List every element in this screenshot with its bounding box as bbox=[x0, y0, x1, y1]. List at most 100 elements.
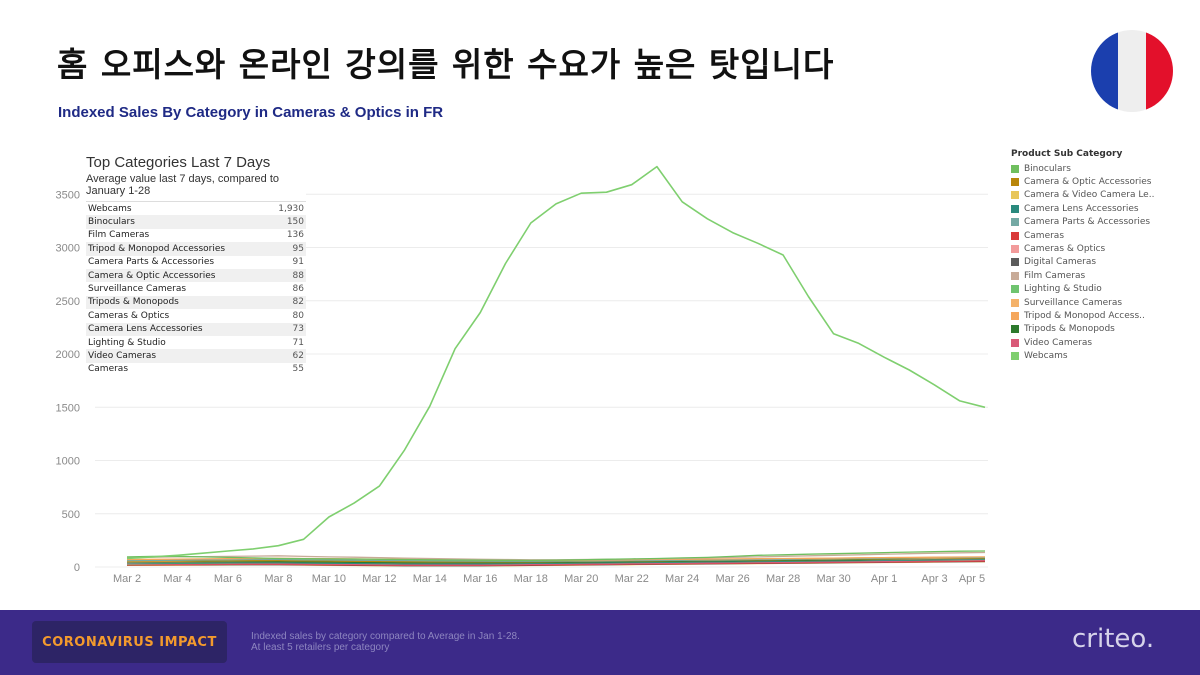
top-category-row: Camera Lens Accessories 73 bbox=[86, 322, 306, 336]
legend-swatch bbox=[1011, 231, 1019, 240]
legend-swatch bbox=[1011, 204, 1019, 213]
legend-label: Lighting & Studio bbox=[1024, 284, 1102, 295]
x-tick-label: Mar 8 bbox=[264, 573, 292, 585]
legend-item[interactable]: Camera & Video Camera Le.. bbox=[1011, 189, 1191, 202]
criteo-logo: criteo. bbox=[1072, 624, 1155, 654]
top-category-name: Binoculars bbox=[88, 217, 135, 228]
legend-label: Camera & Optic Accessories bbox=[1024, 177, 1152, 188]
top-category-name: Surveillance Cameras bbox=[88, 284, 187, 295]
top-category-name: Camera & Optic Accessories bbox=[88, 270, 216, 281]
legend-item[interactable]: Webcams bbox=[1011, 349, 1191, 362]
top-category-name: Video Cameras bbox=[88, 350, 157, 361]
legend-swatch bbox=[1011, 271, 1019, 280]
top-category-name: Camera Parts & Accessories bbox=[88, 257, 215, 268]
x-tick-label: Apr 3 bbox=[921, 573, 947, 585]
legend-label: Film Cameras bbox=[1024, 270, 1086, 281]
x-axis-ticks: Mar 2 Mar 4 Mar 6 Mar 8 Mar 10 Mar 12 Mar 14 Ma… bbox=[113, 573, 985, 585]
headline: 홈 오피스와 온라인 강의를 위한 수요가 높은 탓입니다 bbox=[57, 45, 835, 84]
x-tick-label: Mar 18 bbox=[514, 573, 548, 585]
top-category-row: Binoculars 150 bbox=[86, 215, 306, 229]
x-tick-label: Mar 20 bbox=[564, 573, 598, 585]
legend-item[interactable]: Lighting & Studio bbox=[1011, 283, 1191, 296]
y-axis-ticks: 0 500 1000 1500 2000 2500 3000 3500 bbox=[56, 189, 80, 574]
footer-note-line1: Indexed sales by category compared to Av… bbox=[251, 631, 520, 642]
x-tick-label: Mar 12 bbox=[362, 573, 396, 585]
series-line-webcams bbox=[126, 165, 986, 560]
legend-label: Video Cameras bbox=[1024, 337, 1093, 348]
legend-item[interactable]: Binoculars bbox=[1011, 162, 1191, 175]
legend-item[interactable]: Film Cameras bbox=[1011, 269, 1191, 282]
footer-note: Indexed sales by category compared to Av… bbox=[251, 631, 520, 653]
legend-item[interactable]: Tripod & Monopod Access.. bbox=[1011, 309, 1191, 322]
top-category-name: Camera Lens Accessories bbox=[88, 324, 203, 335]
x-tick-label: Mar 6 bbox=[214, 573, 242, 585]
legend-label: Camera Parts & Accessories bbox=[1024, 217, 1151, 228]
legend-swatch bbox=[1011, 285, 1019, 294]
top-category-row: Camera Parts & Accessories 91 bbox=[86, 256, 306, 269]
top-category-value: 136 bbox=[286, 230, 304, 241]
top-category-value: 1,930 bbox=[278, 203, 304, 214]
top-category-value: 91 bbox=[292, 257, 304, 268]
legend-swatch bbox=[1011, 218, 1019, 227]
y-tick-label: 2000 bbox=[56, 349, 80, 361]
top-category-row: Cameras 55 bbox=[86, 363, 306, 376]
legend-item[interactable]: Digital Cameras bbox=[1011, 256, 1191, 269]
top-category-row: Tripod & Monopod Accessories 95 bbox=[86, 242, 306, 256]
legend-swatch bbox=[1011, 311, 1019, 320]
x-tick-label: Mar 26 bbox=[716, 573, 750, 585]
chart-series bbox=[126, 165, 986, 567]
top-category-value: 95 bbox=[292, 243, 304, 254]
legend-label: Cameras & Optics bbox=[1024, 244, 1106, 255]
legend-item[interactable]: Surveillance Cameras bbox=[1011, 296, 1191, 309]
legend-item[interactable]: Cameras bbox=[1011, 229, 1191, 242]
legend-swatch bbox=[1011, 245, 1019, 254]
legend-label: Binoculars bbox=[1024, 163, 1071, 174]
legend-label: Tripods & Monopods bbox=[1024, 324, 1115, 335]
top-category-row: Camera & Optic Accessories 88 bbox=[86, 268, 306, 283]
top-category-row: Tripods & Monopods 82 bbox=[86, 295, 306, 310]
x-tick-label: Mar 24 bbox=[665, 573, 699, 585]
x-tick-label: Mar 10 bbox=[312, 573, 346, 585]
chart-title: Indexed Sales By Category in Cameras & O… bbox=[58, 104, 444, 121]
series-line-video-cameras bbox=[126, 559, 986, 566]
x-tick-label: Apr 1 bbox=[871, 573, 897, 585]
legend-item[interactable]: Camera & Optic Accessories bbox=[1011, 175, 1191, 188]
legend-item[interactable]: Cameras & Optics bbox=[1011, 242, 1191, 255]
x-tick-label: Mar 2 bbox=[113, 573, 141, 585]
legend-item[interactable]: Camera Lens Accessories bbox=[1011, 202, 1191, 215]
x-tick-label: Mar 28 bbox=[766, 573, 800, 585]
x-tick-label: Mar 22 bbox=[615, 573, 649, 585]
y-tick-label: 3500 bbox=[56, 189, 80, 201]
series-line-binoculars bbox=[126, 550, 986, 562]
legend-title: Product Sub Category bbox=[1011, 149, 1123, 159]
footer-note-line2: At least 5 retailers per category bbox=[251, 642, 390, 653]
top-category-name: Tripod & Monopod Accessories bbox=[88, 243, 226, 254]
top-category-value: 71 bbox=[292, 337, 304, 348]
top-category-name: Webcams bbox=[88, 203, 132, 214]
legend-item[interactable]: Video Cameras bbox=[1011, 336, 1191, 349]
legend-swatch bbox=[1011, 191, 1019, 200]
legend-label: Cameras bbox=[1024, 230, 1065, 241]
top-category-name: Cameras bbox=[88, 364, 129, 375]
legend-label: Camera & Video Camera Le.. bbox=[1024, 190, 1155, 201]
x-tick-label: Mar 4 bbox=[163, 573, 191, 585]
top-categories-panel: Top Categories Last 7 Days Average value… bbox=[86, 154, 306, 377]
legend-items: Binoculars Camera & Optic Accessories Came… bbox=[1011, 162, 1191, 363]
legend-swatch bbox=[1011, 178, 1019, 187]
y-tick-label: 1000 bbox=[56, 456, 80, 468]
top-category-row: Film Cameras 136 bbox=[86, 229, 306, 242]
top-category-name: Lighting & Studio bbox=[88, 337, 166, 348]
top-category-value: 73 bbox=[292, 324, 304, 335]
x-tick-label: Mar 30 bbox=[816, 573, 850, 585]
legend-swatch bbox=[1011, 352, 1019, 361]
flag-stripe-white bbox=[1118, 30, 1146, 112]
top-category-name: Tripods & Monopods bbox=[88, 297, 179, 308]
top-category-value: 88 bbox=[292, 270, 304, 281]
y-tick-label: 3000 bbox=[56, 243, 80, 255]
legend-item[interactable]: Camera Parts & Accessories bbox=[1011, 216, 1191, 229]
top-category-row: Cameras & Optics 80 bbox=[86, 309, 306, 322]
legend-label: Tripod & Monopod Access.. bbox=[1024, 310, 1145, 321]
legend-label: Webcams bbox=[1024, 351, 1068, 362]
legend-item[interactable]: Tripods & Monopods bbox=[1011, 323, 1191, 336]
